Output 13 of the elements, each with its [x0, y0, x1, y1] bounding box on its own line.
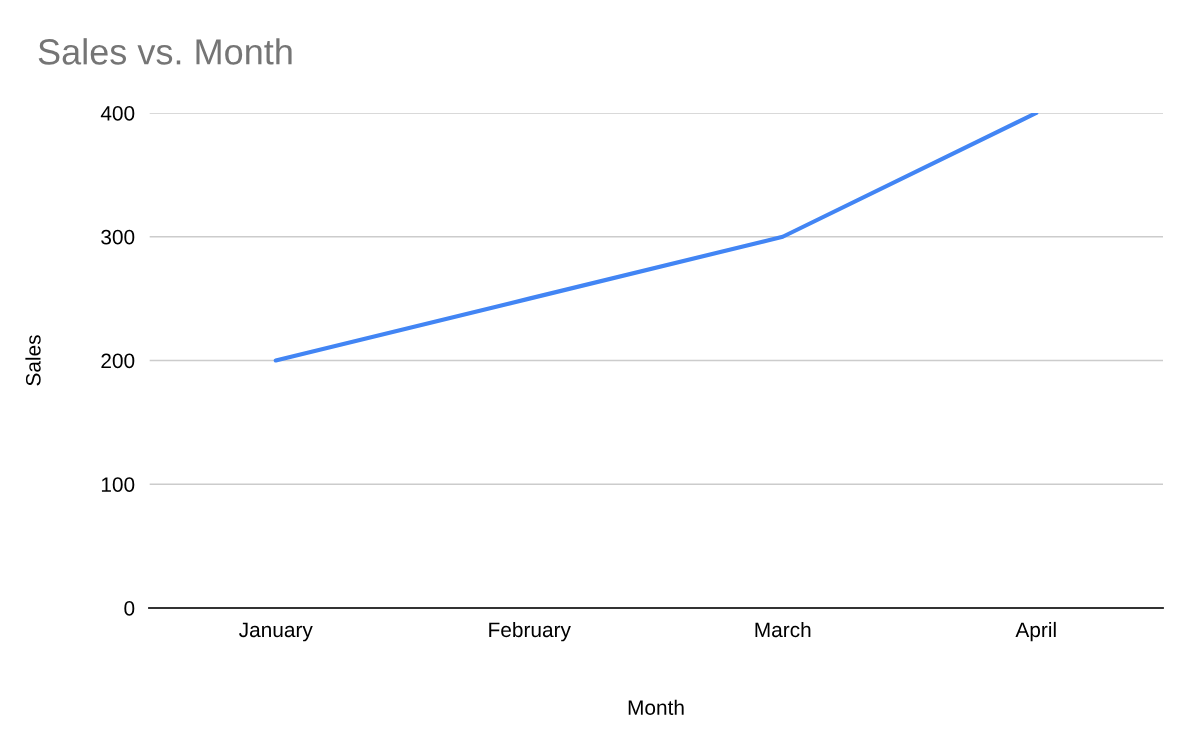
x-tick-label: January [239, 622, 313, 642]
x-tick-label: February [489, 621, 571, 642]
x-tick-label: April [1015, 621, 1056, 642]
y-tick-label: 200 [101, 353, 135, 369]
y-tick-label: 100 [101, 477, 135, 492]
y-tick-label: 0 [124, 601, 135, 616]
chart-title: Sales vs. Month [38, 38, 292, 65]
x-tick-label: March [755, 621, 811, 638]
line-series [273, 113, 1039, 363]
y-tick-label: 400 [100, 106, 135, 121]
x-axis-title: Month [628, 699, 684, 715]
y-axis-title: Sales [25, 335, 41, 386]
y-tick-label: 300 [101, 229, 135, 245]
